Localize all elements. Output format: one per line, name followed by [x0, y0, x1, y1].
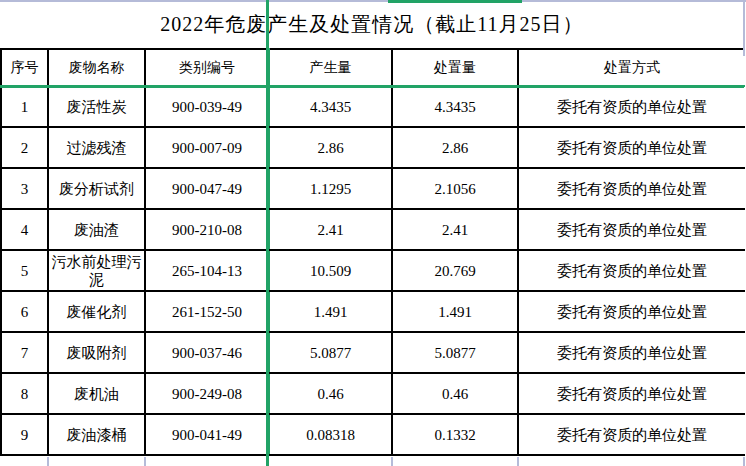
table-title: 2022年危废产生及处置情况（截止11月25日）: [160, 11, 583, 38]
header-cell-disposal-method[interactable]: 处置方式: [518, 49, 745, 86]
spreadsheet-canvas: 2022年危废产生及处置情况（截止11月25日） 序号 废物名称 类别编号 产生…: [0, 0, 746, 466]
cell-index[interactable]: 1: [1, 86, 48, 127]
table-header-row: 序号 废物名称 类别编号 产生量 处置量 处置方式: [1, 49, 745, 86]
cell-category-code[interactable]: 900-039-49: [145, 86, 269, 127]
header-cell-waste-name[interactable]: 废物名称: [48, 49, 145, 86]
cell-disposed-amount[interactable]: 20.769: [392, 250, 518, 291]
cell-index[interactable]: 3: [1, 168, 48, 209]
header-cell-produced-amount[interactable]: 产生量: [269, 49, 392, 86]
cell-category-code[interactable]: 900-047-49: [145, 168, 269, 209]
cell-disposal-method[interactable]: 委托有资质的单位处置: [518, 373, 745, 414]
table-title-cell[interactable]: 2022年危废产生及处置情况（截止11月25日）: [0, 1, 744, 48]
freeze-line-vertical: [266, 0, 269, 466]
table-row: 2过滤残渣900-007-092.862.86委托有资质的单位处置: [1, 127, 745, 168]
cell-category-code[interactable]: 900-007-09: [145, 127, 269, 168]
cell-index[interactable]: 4: [1, 209, 48, 250]
cell-produced-amount[interactable]: 10.509: [269, 250, 392, 291]
cell-waste-name[interactable]: 废吸附剂: [48, 332, 145, 373]
sheet-gridline-stub: [391, 457, 393, 466]
cell-disposed-amount[interactable]: 5.0877: [392, 332, 518, 373]
sheet-gridline-stub: [144, 457, 146, 466]
cell-disposal-method[interactable]: 委托有资质的单位处置: [518, 168, 745, 209]
cell-disposed-amount[interactable]: 0.46: [392, 373, 518, 414]
table-row: 4废油渣900-210-082.412.41委托有资质的单位处置: [1, 209, 745, 250]
cell-disposal-method[interactable]: 委托有资质的单位处置: [518, 332, 745, 373]
cell-disposal-method[interactable]: 委托有资质的单位处置: [518, 414, 745, 455]
cell-disposal-method[interactable]: 委托有资质的单位处置: [518, 127, 745, 168]
cell-category-code[interactable]: 261-152-50: [145, 291, 269, 332]
cell-index[interactable]: 6: [1, 291, 48, 332]
cell-waste-name[interactable]: 废油渣: [48, 209, 145, 250]
cell-disposal-method[interactable]: 委托有资质的单位处置: [518, 250, 745, 291]
cell-waste-name[interactable]: 废机油: [48, 373, 145, 414]
cell-index[interactable]: 8: [1, 373, 48, 414]
cell-index[interactable]: 9: [1, 414, 48, 455]
cell-produced-amount[interactable]: 1.491: [269, 291, 392, 332]
table-row: 9废油漆桶900-041-490.083180.1332委托有资质的单位处置: [1, 414, 745, 455]
table-row: 8废机油900-249-080.460.46委托有资质的单位处置: [1, 373, 745, 414]
cell-category-code[interactable]: 900-249-08: [145, 373, 269, 414]
cell-waste-name[interactable]: 废活性炭: [48, 86, 145, 127]
cell-produced-amount[interactable]: 4.3435: [269, 86, 392, 127]
cell-disposal-method[interactable]: 委托有资质的单位处置: [518, 291, 745, 332]
cell-disposed-amount[interactable]: 4.3435: [392, 86, 518, 127]
table-row: 3废分析试剂900-047-491.12952.1056委托有资质的单位处置: [1, 168, 745, 209]
cell-index[interactable]: 7: [1, 332, 48, 373]
cell-index[interactable]: 5: [1, 250, 48, 291]
cell-category-code[interactable]: 900-037-46: [145, 332, 269, 373]
cell-waste-name[interactable]: 污水前处理污泥: [48, 250, 145, 291]
cell-produced-amount[interactable]: 1.1295: [269, 168, 392, 209]
cell-waste-name[interactable]: 过滤残渣: [48, 127, 145, 168]
table-row: 1废活性炭900-039-494.34354.3435委托有资质的单位处置: [1, 86, 745, 127]
table-row: 5污水前处理污泥265-104-1310.50920.769委托有资质的单位处置: [1, 250, 745, 291]
cell-disposed-amount[interactable]: 2.86: [392, 127, 518, 168]
table-row: 7废吸附剂900-037-465.08775.0877委托有资质的单位处置: [1, 332, 745, 373]
cell-waste-name[interactable]: 废催化剂: [48, 291, 145, 332]
cell-produced-amount[interactable]: 0.46: [269, 373, 392, 414]
cell-waste-name[interactable]: 废分析试剂: [48, 168, 145, 209]
header-cell-index[interactable]: 序号: [1, 49, 48, 86]
cell-category-code[interactable]: 265-104-13: [145, 250, 269, 291]
waste-table: 序号 废物名称 类别编号 产生量 处置量 处置方式 1废活性炭900-039-4…: [0, 48, 745, 456]
sheet-gridline-stub: [517, 457, 519, 466]
cell-disposal-method[interactable]: 委托有资质的单位处置: [518, 86, 745, 127]
table-row: 6废催化剂261-152-501.4911.491委托有资质的单位处置: [1, 291, 745, 332]
cell-category-code[interactable]: 900-041-49: [145, 414, 269, 455]
cell-disposed-amount[interactable]: 2.41: [392, 209, 518, 250]
cell-produced-amount[interactable]: 5.0877: [269, 332, 392, 373]
sheet-gridline-stub: [743, 457, 745, 466]
cell-disposed-amount[interactable]: 2.1056: [392, 168, 518, 209]
cell-disposed-amount[interactable]: 0.1332: [392, 414, 518, 455]
cell-category-code[interactable]: 900-210-08: [145, 209, 269, 250]
sheet-gridline-stub: [47, 457, 49, 466]
cell-produced-amount[interactable]: 2.41: [269, 209, 392, 250]
cell-index[interactable]: 2: [1, 127, 48, 168]
cell-disposal-method[interactable]: 委托有资质的单位处置: [518, 209, 745, 250]
table-body: 1废活性炭900-039-494.34354.3435委托有资质的单位处置2过滤…: [1, 86, 745, 455]
cell-waste-name[interactable]: 废油漆桶: [48, 414, 145, 455]
sheet-gridline-top: [0, 0, 746, 2]
sheet-gridline-right: [743, 0, 745, 56]
selection-border-top-segment: [388, 0, 522, 3]
freeze-line-horizontal: [0, 85, 744, 88]
cell-disposed-amount[interactable]: 1.491: [392, 291, 518, 332]
header-cell-category-code[interactable]: 类别编号: [145, 49, 269, 86]
cell-produced-amount[interactable]: 0.08318: [269, 414, 392, 455]
header-cell-disposed-amount[interactable]: 处置量: [392, 49, 518, 86]
cell-produced-amount[interactable]: 2.86: [269, 127, 392, 168]
